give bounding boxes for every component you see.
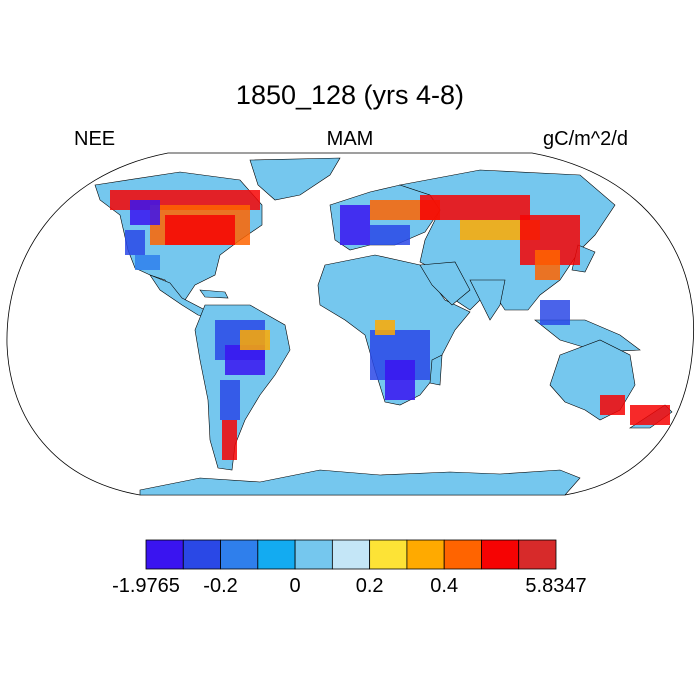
nee-anomaly-patches xyxy=(110,190,670,460)
season-label: MAM xyxy=(326,128,374,150)
anomaly-patch xyxy=(630,405,670,425)
anomaly-patch xyxy=(340,205,370,245)
colorbar-swatch xyxy=(518,539,557,570)
anomaly-patch xyxy=(220,380,240,420)
units-label: gC/m^2/d xyxy=(543,128,628,150)
anomaly-patch xyxy=(240,330,270,350)
anomaly-patch xyxy=(135,255,160,270)
anomaly-patch xyxy=(125,230,145,255)
colorbar-swatch xyxy=(443,539,482,570)
land-indonesia xyxy=(534,319,641,353)
figure-title: 1850_128 (yrs 4-8) xyxy=(235,80,465,110)
land-caribbean xyxy=(199,289,229,299)
anomaly-patch xyxy=(600,395,625,415)
colorbar-tick-label: 0.4 xyxy=(430,575,459,597)
anomaly-patch xyxy=(420,195,530,220)
colorbar-swatch xyxy=(182,539,221,570)
land-antarctica xyxy=(139,469,581,495)
land-arabia xyxy=(419,261,471,306)
colorbar-tick-label: 0.2 xyxy=(355,575,384,597)
colorbar-swatch xyxy=(369,539,408,570)
colorbar-swatch xyxy=(220,539,259,570)
land-greenland xyxy=(249,157,341,201)
colorbar-swatch xyxy=(294,539,333,570)
anomaly-patch xyxy=(370,225,410,245)
colorbar-swatch xyxy=(257,539,296,570)
colorbar-tick-label: 0 xyxy=(289,575,301,597)
anomaly-patch xyxy=(165,215,235,245)
colorbar-tick-label: -1.9765 xyxy=(112,575,180,597)
land-madagascar xyxy=(429,354,443,386)
anomaly-patch xyxy=(375,320,395,335)
colorbar-swatch xyxy=(145,539,184,570)
land-india xyxy=(469,279,506,321)
anomaly-patch xyxy=(535,250,560,280)
anomaly-patch xyxy=(130,200,160,225)
colorbar-tick-label: 5.8347 xyxy=(525,575,587,597)
colorbar-swatch xyxy=(406,539,445,570)
colorbar-swatch xyxy=(481,539,520,570)
anomaly-patch xyxy=(222,420,237,460)
anomaly-patch xyxy=(385,360,415,400)
colorbar-tick-label: -0.2 xyxy=(203,575,238,597)
colorbar-swatch xyxy=(331,539,371,570)
anomaly-patch xyxy=(540,300,570,325)
variable-label: NEE xyxy=(74,128,116,150)
